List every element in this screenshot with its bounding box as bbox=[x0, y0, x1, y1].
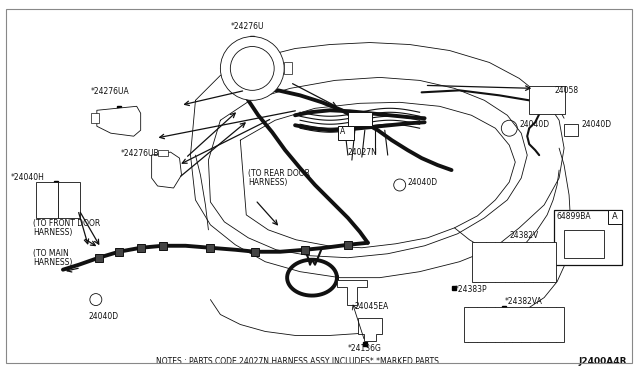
Text: *24276UA: *24276UA bbox=[91, 87, 130, 96]
Bar bbox=[564, 124, 578, 136]
Text: (TO REAR DOOR: (TO REAR DOOR bbox=[248, 169, 310, 178]
Circle shape bbox=[501, 120, 517, 136]
Text: 24058: 24058 bbox=[554, 86, 579, 95]
Text: *24382VA: *24382VA bbox=[504, 296, 542, 305]
Bar bbox=[157, 150, 168, 156]
Text: (TO MAIN: (TO MAIN bbox=[33, 249, 69, 258]
Bar bbox=[115, 248, 123, 256]
Bar bbox=[159, 242, 166, 250]
Text: HARNESS): HARNESS) bbox=[33, 258, 72, 267]
Text: *24136G: *24136G bbox=[348, 344, 382, 353]
Circle shape bbox=[90, 294, 102, 305]
Text: 24040D: 24040D bbox=[581, 120, 611, 129]
Text: *24276U: *24276U bbox=[230, 22, 264, 31]
Bar bbox=[252, 248, 259, 256]
Bar bbox=[564, 230, 604, 258]
Bar bbox=[58, 182, 80, 218]
Bar bbox=[36, 182, 58, 218]
Polygon shape bbox=[152, 152, 182, 188]
Text: HARNESS): HARNESS) bbox=[33, 228, 72, 237]
Text: *24040H: *24040H bbox=[11, 173, 45, 182]
Bar bbox=[301, 246, 309, 254]
Bar bbox=[348, 112, 372, 126]
Circle shape bbox=[230, 46, 274, 90]
Text: 24040D: 24040D bbox=[519, 120, 549, 129]
Bar bbox=[338, 126, 354, 140]
Polygon shape bbox=[358, 318, 382, 341]
Text: 24045EA: 24045EA bbox=[355, 302, 389, 311]
Circle shape bbox=[220, 36, 284, 100]
Bar bbox=[472, 242, 556, 282]
Text: A: A bbox=[348, 126, 353, 132]
Text: *24276UB: *24276UB bbox=[121, 149, 159, 158]
Polygon shape bbox=[97, 106, 141, 136]
Text: 24040D: 24040D bbox=[89, 311, 119, 321]
Text: HARNESS): HARNESS) bbox=[248, 178, 287, 187]
Text: A: A bbox=[340, 127, 345, 136]
Text: NOTES : PARTS CODE 24027N HARNESS ASSY INCLUDES* *MARKED PARTS.: NOTES : PARTS CODE 24027N HARNESS ASSY I… bbox=[156, 357, 441, 366]
Bar bbox=[554, 210, 622, 265]
Text: *24383P: *24383P bbox=[454, 285, 487, 294]
Text: (TO FRONT DOOR: (TO FRONT DOOR bbox=[33, 219, 100, 228]
Bar bbox=[529, 86, 565, 114]
Bar bbox=[344, 241, 352, 249]
Text: 24027N: 24027N bbox=[348, 148, 378, 157]
Polygon shape bbox=[337, 280, 367, 305]
Circle shape bbox=[394, 179, 406, 191]
Bar bbox=[608, 210, 622, 224]
Bar bbox=[137, 244, 145, 252]
Text: 24040D: 24040D bbox=[408, 177, 438, 186]
Bar bbox=[284, 62, 292, 74]
Bar bbox=[95, 254, 103, 262]
Text: 24382V: 24382V bbox=[509, 231, 538, 240]
Bar bbox=[91, 113, 99, 123]
Text: 64899BA: 64899BA bbox=[556, 212, 591, 221]
Bar bbox=[465, 307, 564, 342]
Text: J2400A4R: J2400A4R bbox=[579, 357, 627, 366]
Bar bbox=[207, 244, 214, 252]
Text: A: A bbox=[612, 212, 618, 221]
